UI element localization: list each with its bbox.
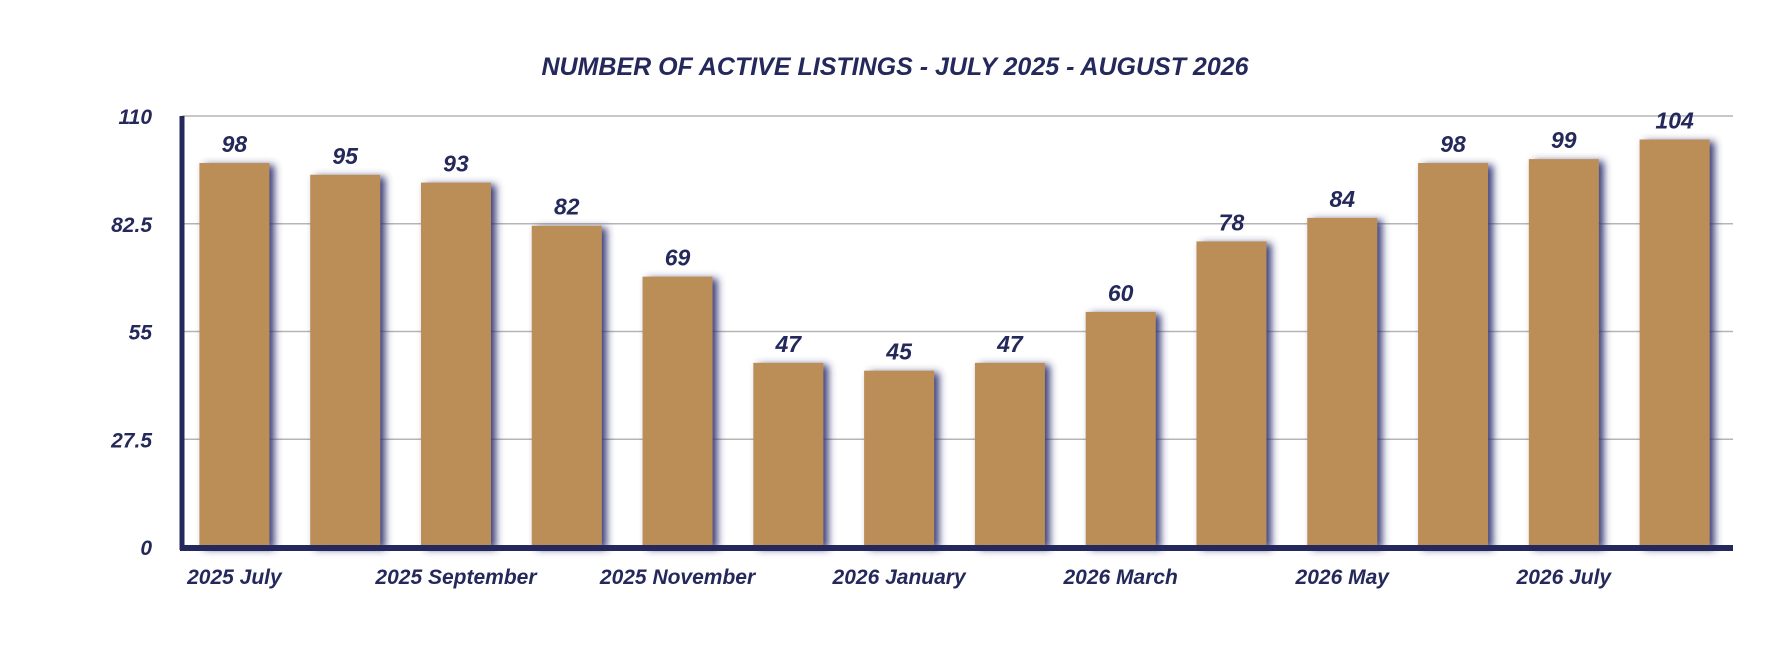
- bar-value-label: 82: [554, 194, 580, 220]
- x-tick-label: 2026 July: [1516, 566, 1613, 589]
- bar: [642, 276, 713, 547]
- x-tick-label: 2026 May: [1295, 566, 1391, 589]
- bar: [1418, 163, 1489, 547]
- x-tick-label: 2026 January: [832, 566, 967, 589]
- y-tick-label: 55: [129, 322, 153, 345]
- bar: [199, 163, 270, 547]
- bar-value-label: 98: [222, 131, 248, 157]
- bar-value-label: 104: [1655, 108, 1694, 134]
- bar-value-label: 45: [885, 339, 913, 365]
- x-tick-label: 2026 March: [1062, 566, 1177, 589]
- bar-value-label: 47: [775, 331, 803, 357]
- y-axis-ticks: 0 27.5 55 82.5 110: [110, 106, 152, 560]
- y-tick-label: 82.5: [111, 214, 152, 237]
- bar: [1528, 159, 1599, 547]
- bars: [199, 139, 1710, 548]
- bar-value-label: 99: [1551, 127, 1577, 153]
- data-labels: 98 95 93 82 69 47 45 47 60 78 84 98 99 104: [222, 108, 1694, 365]
- x-axis-ticks: 2025 July 2025 September 2025 November 2026…: [186, 566, 1612, 589]
- bar: [1307, 217, 1378, 547]
- bar: [974, 362, 1045, 547]
- chart-title: NUMBER OF ACTIVE LISTINGS - JULY 2025 - …: [541, 53, 1249, 81]
- bar: [1639, 139, 1710, 547]
- bar: [420, 182, 491, 548]
- bar: [1085, 311, 1156, 547]
- bar-value-label: 47: [996, 331, 1024, 357]
- bar-value-label: 60: [1108, 280, 1134, 306]
- y-tick-label: 27.5: [110, 429, 152, 452]
- bar-value-label: 95: [332, 143, 359, 169]
- y-tick-label: 0: [140, 537, 152, 560]
- x-tick-label: 2025 November: [599, 566, 757, 589]
- bar-value-label: 69: [665, 245, 691, 271]
- bar: [1196, 241, 1267, 547]
- x-tick-label: 2025 July: [186, 566, 283, 589]
- bar: [753, 362, 824, 547]
- gridlines: [182, 115, 1733, 440]
- bar-value-label: 84: [1329, 186, 1355, 212]
- y-tick-label: 110: [119, 106, 153, 129]
- bar: [864, 370, 935, 547]
- bar: [310, 174, 381, 548]
- bar: [531, 225, 602, 547]
- bar-value-label: 93: [443, 151, 469, 177]
- bar-value-label: 78: [1219, 209, 1245, 235]
- bar-value-label: 98: [1440, 131, 1466, 157]
- x-tick-label: 2025 September: [374, 566, 538, 589]
